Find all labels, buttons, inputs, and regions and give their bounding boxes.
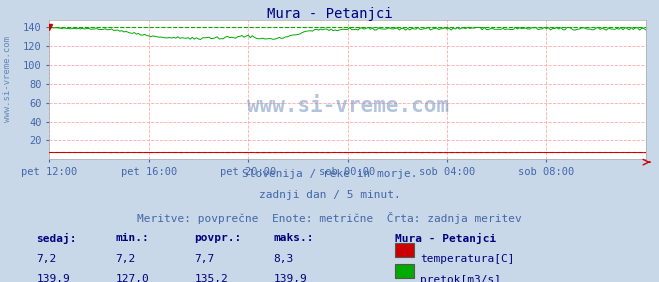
Text: sedaj:: sedaj: (36, 233, 76, 244)
Text: min.:: min.: (115, 233, 149, 243)
Text: 135,2: 135,2 (194, 274, 228, 282)
Text: pretok[m3/s]: pretok[m3/s] (420, 275, 501, 282)
Text: 8,3: 8,3 (273, 254, 294, 264)
Text: www.si-vreme.com: www.si-vreme.com (246, 96, 449, 116)
Text: 139,9: 139,9 (273, 274, 307, 282)
Text: maks.:: maks.: (273, 233, 314, 243)
Text: 7,7: 7,7 (194, 254, 215, 264)
Text: 127,0: 127,0 (115, 274, 149, 282)
Text: www.si-vreme.com: www.si-vreme.com (3, 36, 13, 122)
Text: Mura - Petanjci: Mura - Petanjci (267, 7, 392, 21)
Text: Meritve: povprečne  Enote: metrične  Črta: zadnja meritev: Meritve: povprečne Enote: metrične Črta:… (137, 212, 522, 224)
Text: 139,9: 139,9 (36, 274, 70, 282)
Text: Slovenija / reke in morje.: Slovenija / reke in morje. (242, 169, 417, 179)
Text: zadnji dan / 5 minut.: zadnji dan / 5 minut. (258, 190, 401, 200)
Text: temperatura[C]: temperatura[C] (420, 254, 515, 264)
Text: povpr.:: povpr.: (194, 233, 242, 243)
Text: 7,2: 7,2 (36, 254, 57, 264)
Text: Mura - Petanjci: Mura - Petanjci (395, 233, 497, 244)
Text: 7,2: 7,2 (115, 254, 136, 264)
